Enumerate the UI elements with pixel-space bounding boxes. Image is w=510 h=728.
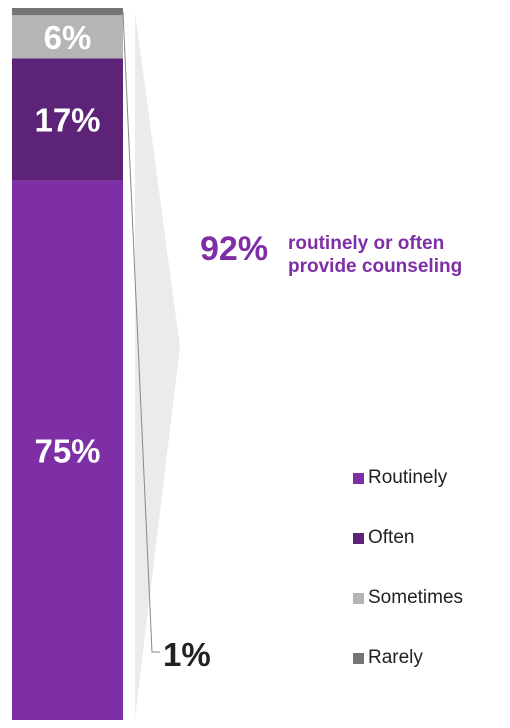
legend-label-often: Often [368,527,415,548]
callout-text: routinely or often provide counseling [288,232,462,278]
bar-segment-rarely [12,8,123,16]
legend-swatch-rarely [353,652,364,664]
callout-percent: 92% [200,230,269,268]
legend-label-sometimes: Sometimes [368,587,464,608]
legend-swatch-routinely [353,472,364,484]
legend-label-routinely: Routinely [368,467,448,488]
legend: Routinely Often Sometimes Rarely [353,463,463,703]
callout-line-2: provide counseling [288,256,463,277]
bar-labels: 75% 17% 6% 1% [34,11,211,673]
callout-line-1: routinely or often [288,233,445,254]
legend-item-rarely: Rarely [353,643,463,673]
leader-line-rarely [122,11,160,653]
legend-swatch-often [353,532,364,544]
legend-label-rarely: Rarely [368,647,423,668]
bar-stack [12,8,123,720]
data-label-often: 17% [34,101,100,138]
data-label-rarely: 1% [163,636,211,673]
legend-item-often: Often [353,523,463,553]
legend-item-sometimes: Sometimes [353,583,463,613]
bar-segment-often [12,58,123,181]
bar-segment-sometimes [12,15,123,59]
legend-swatch-sometimes [353,592,364,604]
bar-segment-routinely [12,180,123,720]
callout-wedge [135,12,180,718]
data-label-sometimes: 6% [44,19,92,56]
legend-item-routinely: Routinely [353,463,463,493]
data-label-routinely: 75% [34,432,100,469]
